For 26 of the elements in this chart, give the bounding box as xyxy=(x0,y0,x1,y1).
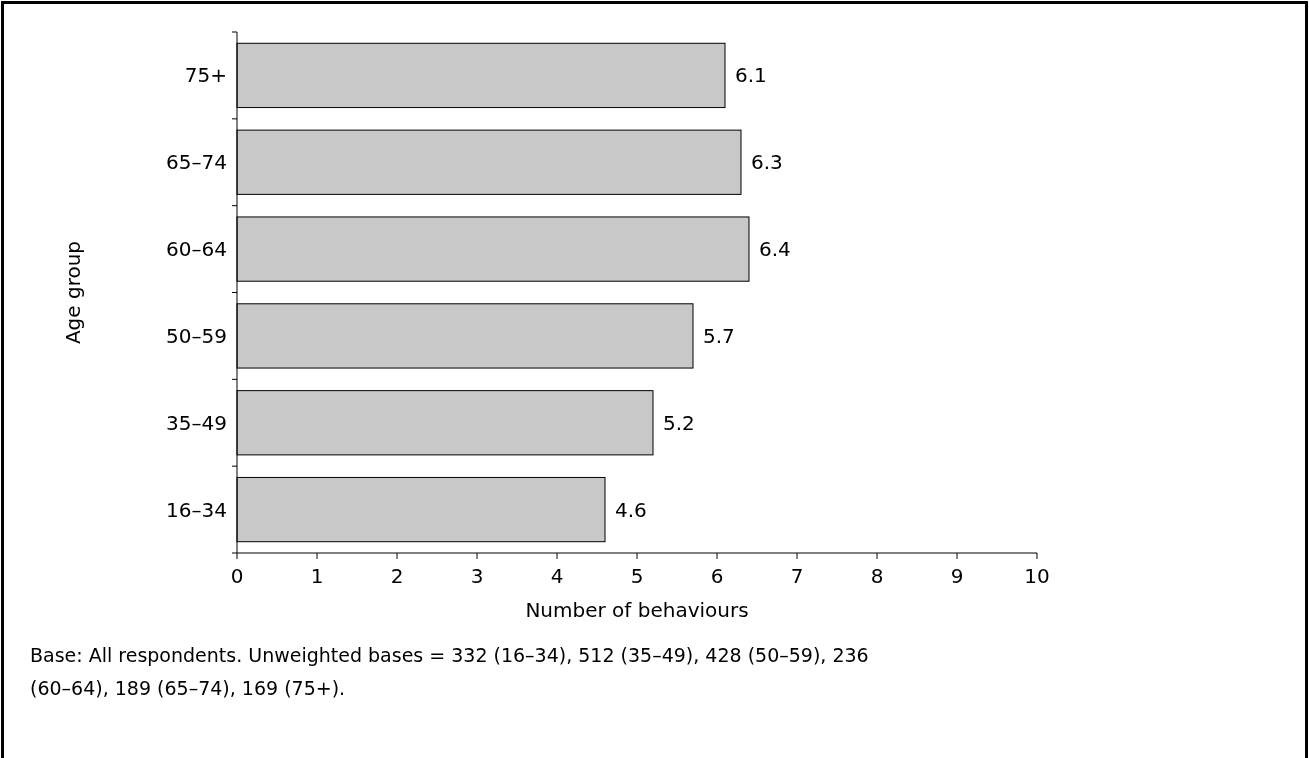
data-label: 4.6 xyxy=(615,497,647,522)
x-tick-label: 5 xyxy=(630,564,644,588)
y-tick-label: 50–59 xyxy=(166,323,227,348)
x-tick-label: 1 xyxy=(310,564,324,588)
data-label: 6.4 xyxy=(759,237,791,262)
y-tick-label: 60–64 xyxy=(166,237,227,262)
data-label: 5.7 xyxy=(703,323,735,348)
x-tick-label: 3 xyxy=(470,564,484,588)
y-axis-title: Age group xyxy=(61,240,85,345)
data-label: 6.1 xyxy=(735,63,767,88)
text: Base: All respondents. Unweighted bases = 332 (16–34), 512 (35–49), 428 (50–59), 236 (60–64), 189 (65–74), 169 (75+). xyxy=(30,644,869,699)
x-tick-label: 7 xyxy=(790,564,804,588)
data-label: 5.2 xyxy=(663,410,695,435)
y-tick-label: 16–34 xyxy=(166,497,227,522)
y-tick-label: 35–49 xyxy=(166,410,227,435)
data-label: 6.3 xyxy=(751,150,783,175)
x-tick-label: 9 xyxy=(950,564,964,588)
x-tick-label: 4 xyxy=(550,564,564,588)
x-tick-label: 6 xyxy=(710,564,724,588)
y-tick-label: 75+ xyxy=(184,63,227,88)
x-tick-label: 0 xyxy=(230,564,244,588)
y-tick-label: 65–74 xyxy=(166,150,227,175)
x-tick-label: 10 xyxy=(1024,564,1050,588)
x-axis-title: Number of behaviours xyxy=(525,598,749,622)
x-tick-label: 2 xyxy=(390,564,404,588)
x-tick-label: 8 xyxy=(870,564,884,588)
